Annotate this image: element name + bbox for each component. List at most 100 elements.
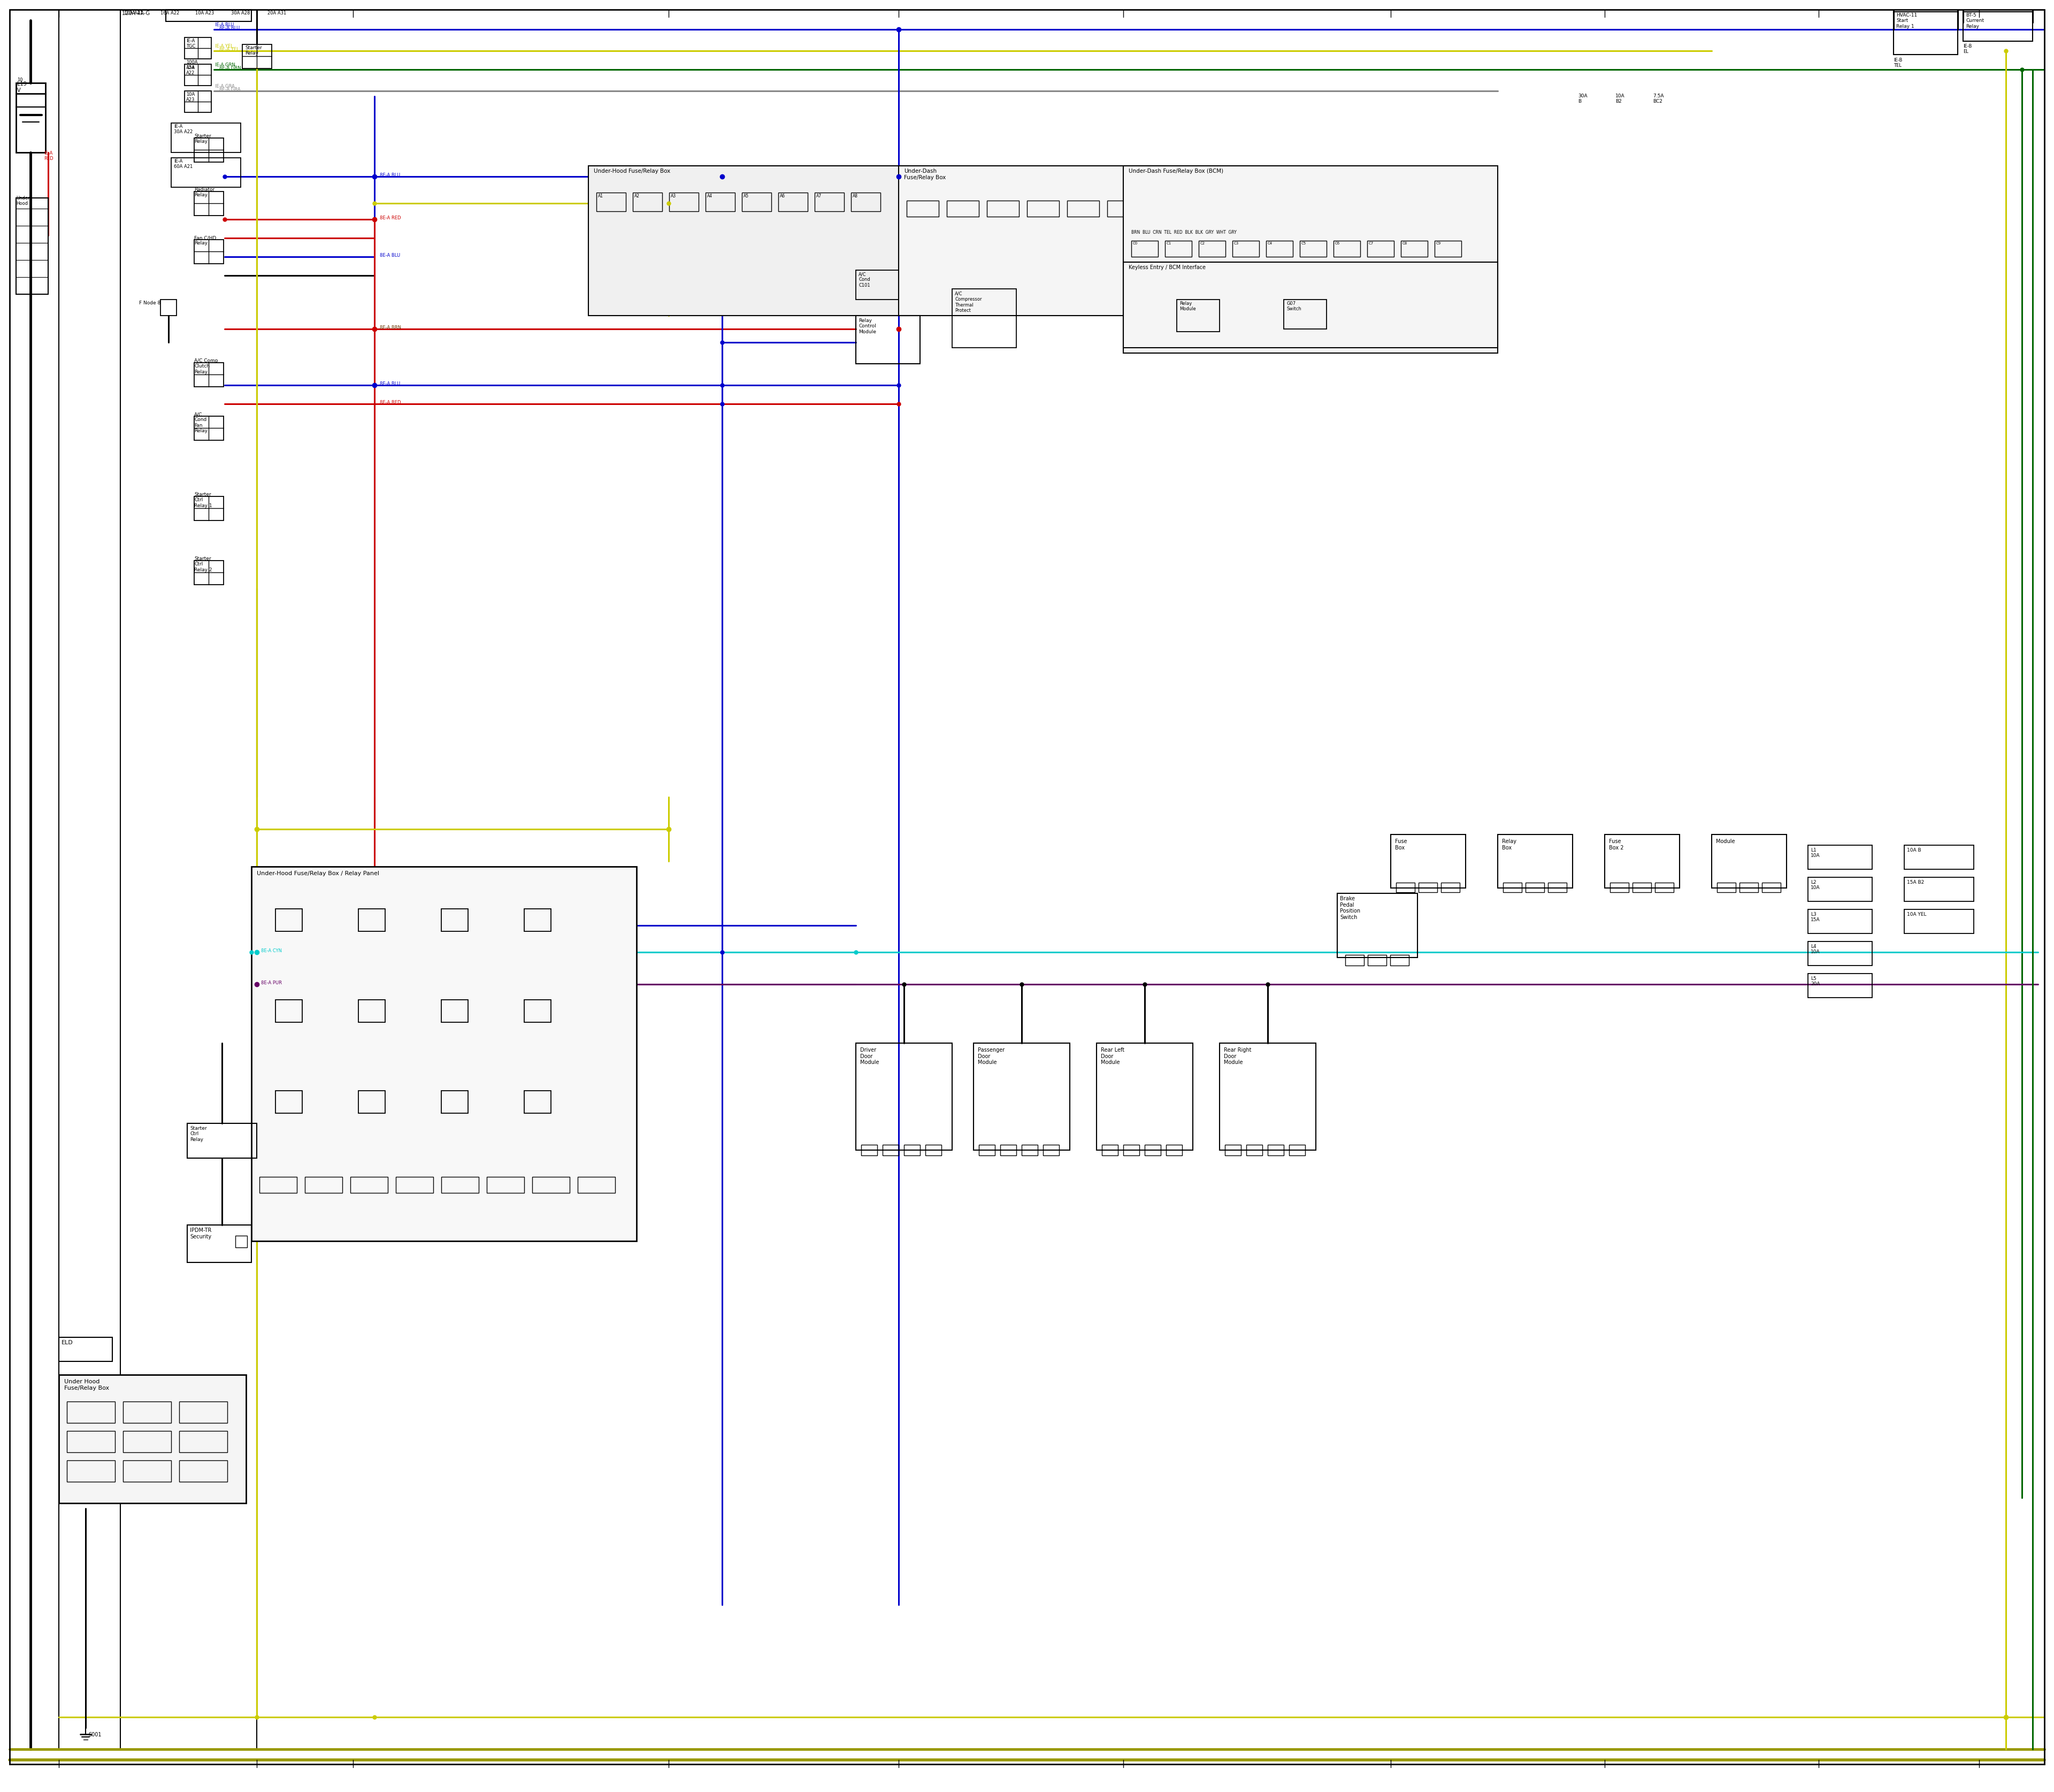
Bar: [1021, 1145, 1037, 1156]
Bar: [1549, 883, 1567, 892]
Text: C0: C0: [1134, 242, 1138, 246]
Bar: [1526, 883, 1545, 892]
Bar: [741, 192, 772, 211]
Bar: [68, 1432, 115, 1452]
Bar: [1894, 13, 1957, 54]
Bar: [1124, 1145, 1140, 1156]
Bar: [577, 1177, 614, 1193]
Text: 8E-A PUR: 8E-A PUR: [261, 980, 281, 986]
Text: A6: A6: [781, 194, 785, 199]
Bar: [947, 201, 980, 217]
Bar: [1964, 13, 2033, 41]
Text: L4
10A: L4 10A: [1812, 944, 1820, 955]
Bar: [974, 1043, 1070, 1150]
Bar: [906, 201, 939, 217]
Bar: [193, 240, 224, 263]
Bar: [193, 362, 224, 387]
Bar: [123, 1432, 170, 1452]
Bar: [60, 1374, 246, 1503]
Bar: [705, 192, 735, 211]
Bar: [1717, 883, 1736, 892]
Text: Brake
Pedal
Position
Switch: Brake Pedal Position Switch: [1339, 896, 1360, 919]
Text: L1
10A: L1 10A: [1812, 848, 1820, 858]
Bar: [1265, 240, 1292, 256]
Bar: [1132, 240, 1158, 256]
Bar: [193, 416, 224, 441]
Text: Passenger
Door
Module: Passenger Door Module: [978, 1047, 1004, 1064]
Text: Starter
Relay: Starter Relay: [195, 134, 212, 143]
Bar: [1224, 1145, 1241, 1156]
Bar: [1267, 1145, 1284, 1156]
Bar: [357, 909, 386, 932]
Bar: [926, 1145, 941, 1156]
Text: IE-A
60A A21: IE-A 60A A21: [175, 159, 193, 168]
Bar: [68, 1401, 115, 1423]
Bar: [193, 138, 224, 161]
Text: 15A B2: 15A B2: [1906, 880, 1925, 885]
Bar: [242, 45, 271, 68]
Bar: [1043, 1145, 1060, 1156]
Bar: [251, 867, 637, 1242]
Text: IE-A BLU: IE-A BLU: [216, 23, 234, 27]
Bar: [1633, 883, 1651, 892]
Text: 20A A31: 20A A31: [267, 11, 286, 16]
Text: 8E-A BRN: 8E-A BRN: [380, 324, 401, 330]
Bar: [1808, 941, 1871, 966]
Bar: [442, 1091, 468, 1113]
Text: 8E-A BLU: 8E-A BLU: [380, 253, 401, 258]
Bar: [160, 299, 177, 315]
Text: 10A A21: 10A A21: [123, 11, 144, 16]
Text: 8E-A CYN: 8E-A CYN: [261, 948, 281, 953]
Bar: [980, 1145, 994, 1156]
Bar: [275, 1000, 302, 1021]
Text: IE-B
TEL: IE-B TEL: [1894, 57, 1902, 68]
Text: Fuse
Box: Fuse Box: [1395, 839, 1407, 851]
Text: IE-A YEL: IE-A YEL: [216, 43, 234, 48]
Text: A/C
Compressor
Thermal
Protect: A/C Compressor Thermal Protect: [955, 292, 982, 314]
Bar: [1904, 846, 1974, 869]
Text: A/C
Cond
C101: A/C Cond C101: [859, 272, 871, 289]
Text: C2: C2: [1200, 242, 1206, 246]
Text: Under
Hood: Under Hood: [16, 195, 29, 206]
Text: Radiator
Relay: Radiator Relay: [195, 186, 214, 197]
Text: F Node 8: F Node 8: [140, 301, 160, 305]
Bar: [304, 1177, 343, 1193]
Text: C7: C7: [1368, 242, 1374, 246]
Bar: [1000, 1145, 1017, 1156]
Bar: [185, 91, 212, 113]
Text: 8E-A RED: 8E-A RED: [380, 215, 401, 220]
Bar: [442, 1177, 479, 1193]
Bar: [1167, 1145, 1183, 1156]
Bar: [524, 1091, 550, 1113]
Bar: [236, 1236, 246, 1247]
Bar: [1290, 1145, 1304, 1156]
Bar: [16, 197, 47, 294]
Text: L3
15A: L3 15A: [1812, 912, 1820, 923]
Text: C5: C5: [1302, 242, 1306, 246]
Bar: [1504, 883, 1522, 892]
Bar: [587, 167, 910, 315]
Bar: [68, 1460, 115, 1482]
Bar: [1808, 909, 1871, 934]
Bar: [170, 124, 240, 152]
Text: Relay
Control
Module: Relay Control Module: [859, 319, 877, 335]
Text: IE-A
TGC: IE-A TGC: [187, 38, 195, 48]
Bar: [442, 1000, 468, 1021]
Bar: [532, 1177, 569, 1193]
Bar: [193, 192, 224, 215]
Text: Under Hood
Fuse/Relay Box: Under Hood Fuse/Relay Box: [64, 1380, 109, 1391]
Bar: [857, 271, 900, 299]
Text: 8E-A BLU: 8E-A BLU: [380, 172, 401, 177]
Text: Keyless Entry / BCM Interface: Keyless Entry / BCM Interface: [1128, 265, 1206, 271]
Text: BRN  BLU  CRN  TEL  RED  BLK  BLK  GRY  WHT  GRY: BRN BLU CRN TEL RED BLK BLK GRY WHT GRY: [1132, 229, 1237, 235]
Bar: [259, 1177, 298, 1193]
Text: 10A
A23: 10A A23: [187, 91, 195, 102]
Text: Under-Dash
Fuse/Relay Box: Under-Dash Fuse/Relay Box: [904, 168, 945, 179]
Text: HVAC-11
Start
Relay 1: HVAC-11 Start Relay 1: [1896, 13, 1916, 29]
Text: Fan C/HD
Relay: Fan C/HD Relay: [195, 235, 216, 246]
Bar: [1368, 240, 1395, 256]
Bar: [1144, 1145, 1161, 1156]
Text: 8E-A GRA: 8E-A GRA: [220, 88, 240, 91]
Text: Starter
Ctrl
Relay 2: Starter Ctrl Relay 2: [195, 556, 212, 572]
Bar: [1397, 883, 1415, 892]
